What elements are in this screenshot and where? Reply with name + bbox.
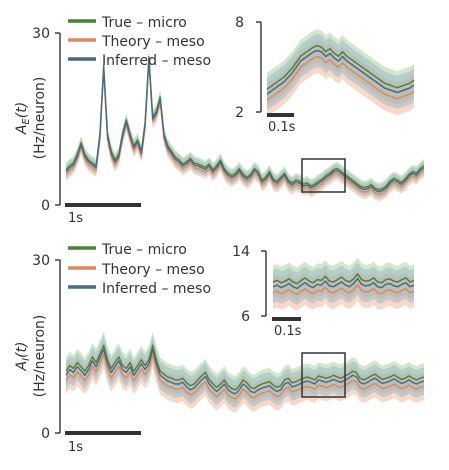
- zoom-box-a-e: [301, 158, 346, 193]
- main-line-inferred-a-i: [65, 348, 425, 395]
- y-tick-label-bottom-a-i: 0: [41, 426, 50, 442]
- main-band-true-a-e: [66, 49, 424, 197]
- y-axis-unit-a-i: (Hz/neuron): [32, 315, 48, 398]
- inset-y-tick-label-top-a-i: 14: [232, 244, 250, 260]
- y-tick-label-top-a-i: 30: [32, 253, 50, 269]
- scalebar-label-a-e: 1s: [68, 211, 83, 226]
- inset-line-true-a-i: [272, 273, 415, 285]
- inset-y-tick-label-bottom-a-i: 6: [241, 309, 250, 325]
- inset-line-inferred-a-i: [272, 277, 415, 290]
- legend-label-inferred-a-e: Inferred – meso: [102, 53, 211, 69]
- zoom-box-a-i: [301, 352, 346, 398]
- inset-line-inferred-a-e: [266, 49, 415, 95]
- main-band-theory-a-e: [66, 54, 424, 202]
- main-line-inferred-a-e: [65, 58, 425, 193]
- inset-y-tick-label-bottom-a-e: 2: [235, 105, 244, 121]
- y-tick-label-bottom-a-e: 0: [41, 198, 50, 214]
- legend-label-inferred-a-i: Inferred – meso: [102, 281, 211, 297]
- inset-scalebar-label-a-e: 0.1s: [268, 120, 296, 135]
- inset-band-true-a-e: [267, 29, 414, 106]
- inset-y-tick-label-top-a-e: 8: [235, 15, 244, 31]
- inset-line-theory-a-i: [272, 283, 415, 296]
- scalebar-label-a-i: 1s: [68, 440, 83, 455]
- legend-a-e: True – micro Theory – meso Inferred – me…: [68, 15, 211, 69]
- main-plot-a-i: 30 0 AI(t) (Hz/neuron) 1s: [14, 253, 425, 455]
- legend-label-true-a-i: True – micro: [101, 242, 187, 258]
- legend-label-theory-a-e: Theory – meso: [101, 34, 205, 50]
- inset-a-i: 14 6 0.1s: [232, 244, 415, 339]
- y-tick-label-top-a-e: 30: [32, 26, 50, 42]
- y-axis-label-a-i: AI(t): [14, 342, 32, 372]
- inset-scalebar-label-a-i: 0.1s: [274, 324, 302, 339]
- y-axis-label-a-e: AE(t): [14, 102, 32, 135]
- legend-label-theory-a-i: Theory – meso: [101, 262, 205, 278]
- main-line-true-a-i: [65, 344, 425, 391]
- legend-label-true-a-e: True – micro: [101, 15, 187, 31]
- y-axis-unit-a-e: (Hz/neuron): [32, 77, 48, 160]
- inset-line-theory-a-e: [266, 55, 415, 101]
- main-plot-a-e: 30 0 AE(t) (Hz/neuron) 1s: [14, 26, 425, 226]
- main-line-theory-a-i: [65, 353, 425, 400]
- panel-a-i: 30 0 AI(t) (Hz/neuron) 1s True – micro T…: [14, 242, 425, 455]
- inset-line-true-a-e: [266, 44, 415, 90]
- inset-a-e: 8 2 0.1s: [235, 15, 415, 135]
- panel-a-e: 30 0 AE(t) (Hz/neuron) 1s True – micro T…: [14, 15, 425, 226]
- legend-a-i: True – micro Theory – meso Inferred – me…: [68, 242, 211, 297]
